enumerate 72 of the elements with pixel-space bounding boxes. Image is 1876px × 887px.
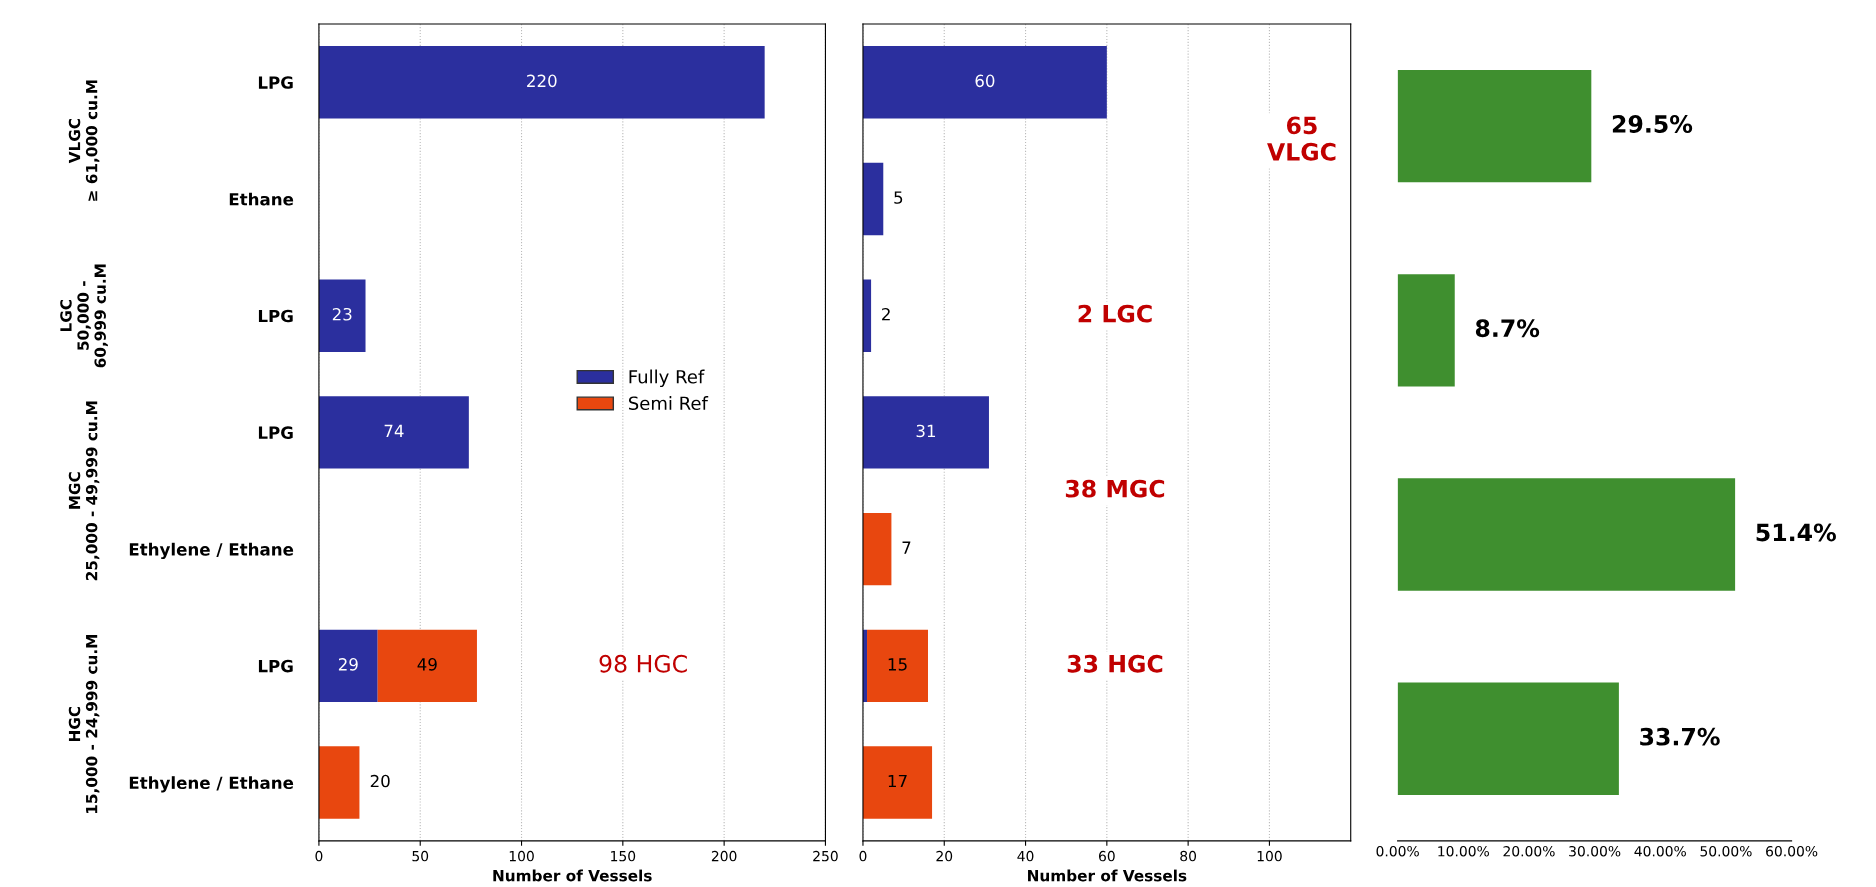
x-tick-label: 100	[1257, 850, 1282, 862]
text: HGC 15,000 - 24,999 cu.M	[68, 635, 100, 814]
y-tick-label: LPG	[258, 426, 293, 439]
x-tick-label: 10.00%	[1438, 845, 1489, 857]
text: MGC 25,000 - 49,999 cu.M	[68, 401, 100, 581]
data-label: 20	[370, 774, 390, 788]
bar	[862, 162, 884, 236]
data-label: 33.7%	[1640, 727, 1720, 746]
x-tick-label: 150	[611, 850, 636, 862]
data-label: 7	[902, 541, 911, 554]
annotation: 38 MGC	[1065, 479, 1165, 498]
data-label: 74	[384, 424, 404, 438]
x-tick-label: 40	[1017, 850, 1034, 862]
data-label: 17	[888, 774, 907, 788]
bar	[1397, 478, 1736, 591]
data-label: 29	[338, 658, 358, 671]
x-tick-label: 80	[1180, 850, 1197, 862]
annotation: 65 VLGC	[1267, 116, 1336, 161]
bar	[862, 396, 989, 469]
x-axis-title: Number of Vessels	[493, 869, 652, 882]
bar	[1397, 69, 1592, 183]
bar	[862, 512, 892, 586]
x-tick-label: 20	[936, 850, 953, 862]
data-label: 51.4%	[1756, 523, 1836, 542]
data-label: 60	[975, 74, 995, 88]
bar	[867, 629, 928, 702]
annotation: 33 HGC	[1067, 654, 1163, 673]
bar	[318, 629, 378, 702]
text: VLGC ≥ 61,000 cu.M	[68, 80, 100, 201]
bar	[1397, 682, 1619, 795]
bar	[1397, 274, 1455, 387]
legend-label: Fully Ref	[629, 369, 705, 388]
x-tick-label: 40.00%	[1634, 845, 1686, 857]
data-label: 23	[332, 307, 352, 321]
data-label: 31	[916, 424, 936, 438]
data-label: 220	[527, 74, 557, 88]
y-tick-label: Ethylene / Ethane	[129, 776, 294, 793]
x-tick-label: 60	[1098, 850, 1115, 862]
legend-label: Semi Ref	[628, 396, 709, 411]
x-tick-label: 50	[412, 850, 429, 862]
bar	[862, 746, 933, 819]
bar	[318, 746, 360, 819]
x-tick-label: 0	[859, 850, 867, 862]
x-tick-label: 0.00%	[1376, 845, 1419, 857]
data-label: 8.7%	[1475, 319, 1540, 338]
x-axis-title: Number of Vessels	[1028, 869, 1187, 882]
data-label: 5	[894, 191, 903, 204]
data-label: 2	[882, 307, 890, 321]
y-tick-label: LPG	[258, 76, 293, 89]
data-label: 49	[417, 658, 437, 671]
x-tick-label: 50.00%	[1700, 845, 1752, 857]
y-tick-label: LPG	[258, 659, 293, 673]
x-tick-label: 100	[509, 850, 534, 862]
x-tick-label: 60.00%	[1766, 845, 1818, 857]
bar	[862, 46, 1107, 119]
y-tick-label: Ethane	[229, 192, 294, 206]
x-tick-label: 20.00%	[1503, 845, 1555, 857]
bar	[377, 629, 477, 702]
x-tick-label: 0	[315, 850, 323, 862]
bar	[318, 396, 469, 469]
annotation: 98 HGC	[599, 654, 687, 673]
data-label: 29.5%	[1612, 115, 1693, 133]
data-label: 15	[888, 658, 907, 671]
y-tick-label: Ethylene / Ethane	[129, 542, 294, 560]
bar	[318, 46, 765, 119]
y-tick-label: LPG	[258, 309, 293, 323]
bar	[318, 279, 366, 352]
x-tick-label: 200	[711, 850, 737, 862]
text: LGC 50,000 - 60,999 cu.M	[60, 264, 108, 368]
x-tick-label: 250	[813, 850, 838, 862]
annotation: 2 LGC	[1078, 304, 1152, 323]
x-tick-label: 30.00%	[1569, 845, 1621, 857]
